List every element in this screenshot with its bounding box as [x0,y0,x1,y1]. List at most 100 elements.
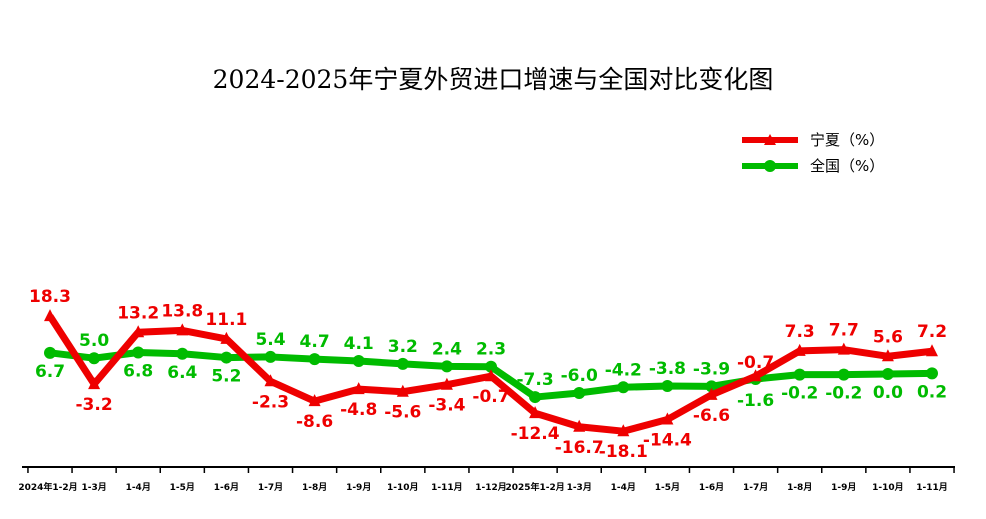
x-tick-label: 1-7月 [258,482,283,493]
data-point [617,424,630,437]
data-point [926,344,938,357]
data-label: 7.3 [785,322,815,342]
data-point [705,387,718,400]
data-point [220,351,233,364]
data-label: 5.2 [211,367,241,387]
data-point [264,350,277,363]
data-label: 6.7 [35,362,65,382]
data-point [352,355,365,368]
data-point [176,347,189,360]
data-label: 3.2 [388,337,418,357]
data-point [396,357,409,370]
data-point [749,369,762,382]
x-tick-label: 1-12月 [475,482,507,493]
x-tick-label: 1-11月 [431,482,463,493]
data-label: -8.6 [296,412,333,432]
x-tick-label: 2025年1-2月 [505,481,564,493]
data-label: -6.6 [693,406,730,426]
legend-label: 全国（%） [810,157,885,175]
x-tick-label: 1-11月 [916,482,948,493]
x-tick-label: 1-7月 [743,482,768,493]
data-point [88,352,101,365]
data-label: -0.7 [737,353,774,373]
data-label: -0.2 [781,384,818,404]
data-point [705,380,718,393]
legend-item-national: 全国（%） [742,155,884,176]
data-label: 13.2 [117,303,159,323]
x-tick-label: 1-4月 [611,482,636,493]
data-label: -18.1 [599,442,648,462]
x-tick-label: 1-3月 [81,482,106,493]
data-label: -3.2 [76,395,113,415]
data-point [44,309,56,322]
data-point [44,346,56,359]
data-point [176,323,189,336]
data-label: -3.9 [693,359,730,379]
data-label: 2.4 [432,339,462,359]
data-label: -2.3 [252,392,289,412]
x-tick-label: 1-9月 [346,482,371,493]
data-label: -3.4 [428,396,465,416]
data-point [881,368,894,380]
x-tick-label: 1-10月 [872,482,904,493]
data-label: 5.4 [255,330,285,350]
data-label: 6.8 [123,362,153,382]
data-point [220,331,233,344]
x-tick-label: 2024年1-2月 [18,481,77,493]
data-label: 5.6 [873,327,903,347]
x-tick-label: 1-6月 [214,482,239,493]
data-point [529,406,542,419]
data-point [132,346,145,359]
chart-title: 2024-2025年宁夏外贸进口增速与全国对比变化图 [212,65,774,94]
data-label: -12.4 [511,424,560,444]
data-label: 13.8 [161,301,203,321]
data-point [881,349,894,362]
x-tick-label: 1-3月 [567,482,592,493]
data-label: -4.2 [605,360,642,380]
data-label: 0.0 [873,383,903,403]
legend-marker-triangle [742,133,798,145]
data-label: -4.8 [340,400,377,420]
x-tick-label: 1-5月 [170,482,195,493]
data-label: -0.7 [472,387,509,407]
data-label: -14.4 [643,431,692,451]
data-point [617,381,630,394]
data-point [837,368,850,381]
data-point [264,374,277,387]
x-tick-label: 1-6月 [699,482,724,493]
data-point [308,394,321,407]
x-tick-label: 1-10月 [387,482,419,493]
data-point [529,391,542,404]
data-point [661,412,674,425]
data-label: -3.8 [649,359,686,379]
data-point [793,368,806,381]
x-tick-label: 1-8月 [302,482,327,493]
data-point [132,325,145,338]
data-point [440,360,453,373]
data-point [396,384,409,397]
x-tick-label: 1-8月 [787,482,812,493]
data-point [485,369,497,382]
data-point [88,377,101,390]
data-label: 4.7 [300,332,330,352]
data-point [308,353,321,366]
data-label: 18.3 [29,287,71,307]
data-point [440,377,453,390]
data-label: 6.4 [167,363,197,383]
data-label: 4.1 [344,334,374,354]
x-tick-label: 1-4月 [126,482,151,493]
x-tick-label: 1-9月 [831,482,856,493]
data-point [926,367,938,380]
data-label: -6.0 [561,366,598,386]
data-label: -5.6 [384,403,421,423]
data-label: -1.6 [737,391,774,411]
data-label: 7.2 [917,322,947,342]
legend-label: 宁夏（%） [810,131,885,149]
data-point [573,419,586,432]
data-label: 0.2 [917,382,947,402]
data-label: -0.2 [825,384,862,404]
data-point [837,342,850,355]
data-label: 5.0 [79,331,109,351]
